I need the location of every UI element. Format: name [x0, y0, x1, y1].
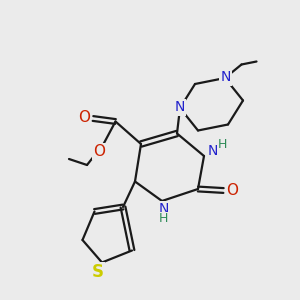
- Text: N: N: [174, 100, 184, 114]
- Text: O: O: [78, 110, 90, 124]
- Text: S: S: [92, 263, 104, 281]
- Text: N: N: [220, 70, 231, 84]
- Text: H: H: [218, 138, 227, 151]
- Text: N: N: [207, 144, 218, 158]
- Text: O: O: [226, 183, 238, 198]
- Text: O: O: [93, 144, 105, 159]
- Text: H: H: [159, 212, 168, 226]
- Text: N: N: [158, 202, 169, 216]
